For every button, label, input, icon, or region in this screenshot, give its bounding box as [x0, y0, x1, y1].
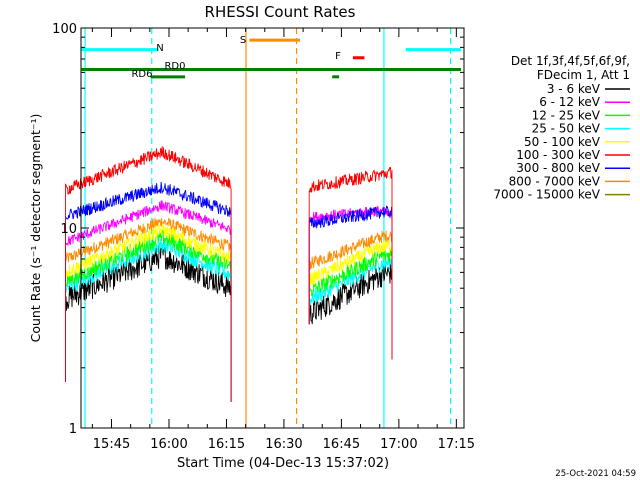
series-line-6-segment-1 [65, 181, 232, 402]
x-axis-ticks: 15:45 16:00 16:15 16:30 16:45 17:00 17:15 [91, 28, 475, 452]
series-line-5-segment-1 [65, 146, 232, 402]
x-tick-label: 16:00 [150, 437, 187, 452]
legend-entry-label: 7000 - 15000 keV [493, 188, 600, 202]
series-line-3-segment-2 [308, 254, 393, 360]
legend-entry-label: 100 - 300 keV [516, 148, 600, 162]
x-tick-label: 16:45 [323, 437, 360, 452]
legend: Det 1f,3f,4f,5f,6f,9f, FDecim 1, Att 1 3… [493, 54, 630, 202]
rd6-label: RD6 [131, 69, 152, 80]
y-tick-label: 10 [60, 222, 77, 237]
s-label: S [240, 35, 246, 46]
legend-entry-label: 25 - 50 keV [532, 122, 601, 136]
legend-entry-label: 12 - 25 keV [532, 108, 601, 122]
instrument-state-bars: RD0 RD6 N S F [81, 35, 461, 80]
y-tick-label: 100 [52, 22, 77, 37]
x-tick-label: 15:45 [93, 437, 130, 452]
series-line-6-segment-2 [308, 205, 393, 360]
y-axis-ticks: 1 10 100 [52, 22, 464, 437]
series-line-7-segment-1 [65, 217, 232, 402]
legend-entry-label: 50 - 100 keV [524, 135, 601, 149]
legend-entry-label: 300 - 800 keV [516, 161, 600, 175]
y-tick-label: 1 [69, 422, 77, 437]
legend-entry-label: 800 - 7000 keV [509, 174, 601, 188]
x-tick-label: 16:30 [265, 437, 302, 452]
series-line-4-segment-1 [65, 223, 232, 402]
series-line-1-segment-1 [65, 200, 232, 402]
plot-timestamp: 25-Oct-2021 04:59 [555, 469, 636, 479]
x-tick-label: 17:00 [380, 437, 417, 452]
count-rate-series [65, 146, 393, 402]
series-line-7-segment-2 [308, 230, 393, 360]
y-axis-label: Count Rate (s⁻¹ detector segment⁻¹) [28, 114, 43, 343]
series-line-4-segment-2 [308, 239, 393, 360]
rd0-label: RD0 [164, 61, 185, 72]
n-label: N [156, 43, 163, 54]
legend-header-line-2: FDecim 1, Att 1 [537, 68, 630, 82]
legend-entry-label: 6 - 12 keV [539, 95, 601, 109]
f-label: F [335, 51, 341, 62]
legend-header-line-1: Det 1f,3f,4f,5f,6f,9f, [511, 54, 630, 68]
series-line-3-segment-1 [65, 237, 232, 402]
series-line-2-segment-1 [65, 229, 232, 402]
x-axis-label: Start Time (04-Dec-13 15:37:02) [177, 456, 389, 471]
x-tick-label: 17:15 [438, 437, 475, 452]
chart-title: RHESSI Count Rates [205, 3, 356, 21]
legend-entry-label: 3 - 6 keV [547, 82, 601, 96]
series-line-5-segment-2 [308, 166, 393, 360]
x-tick-label: 16:15 [208, 437, 245, 452]
